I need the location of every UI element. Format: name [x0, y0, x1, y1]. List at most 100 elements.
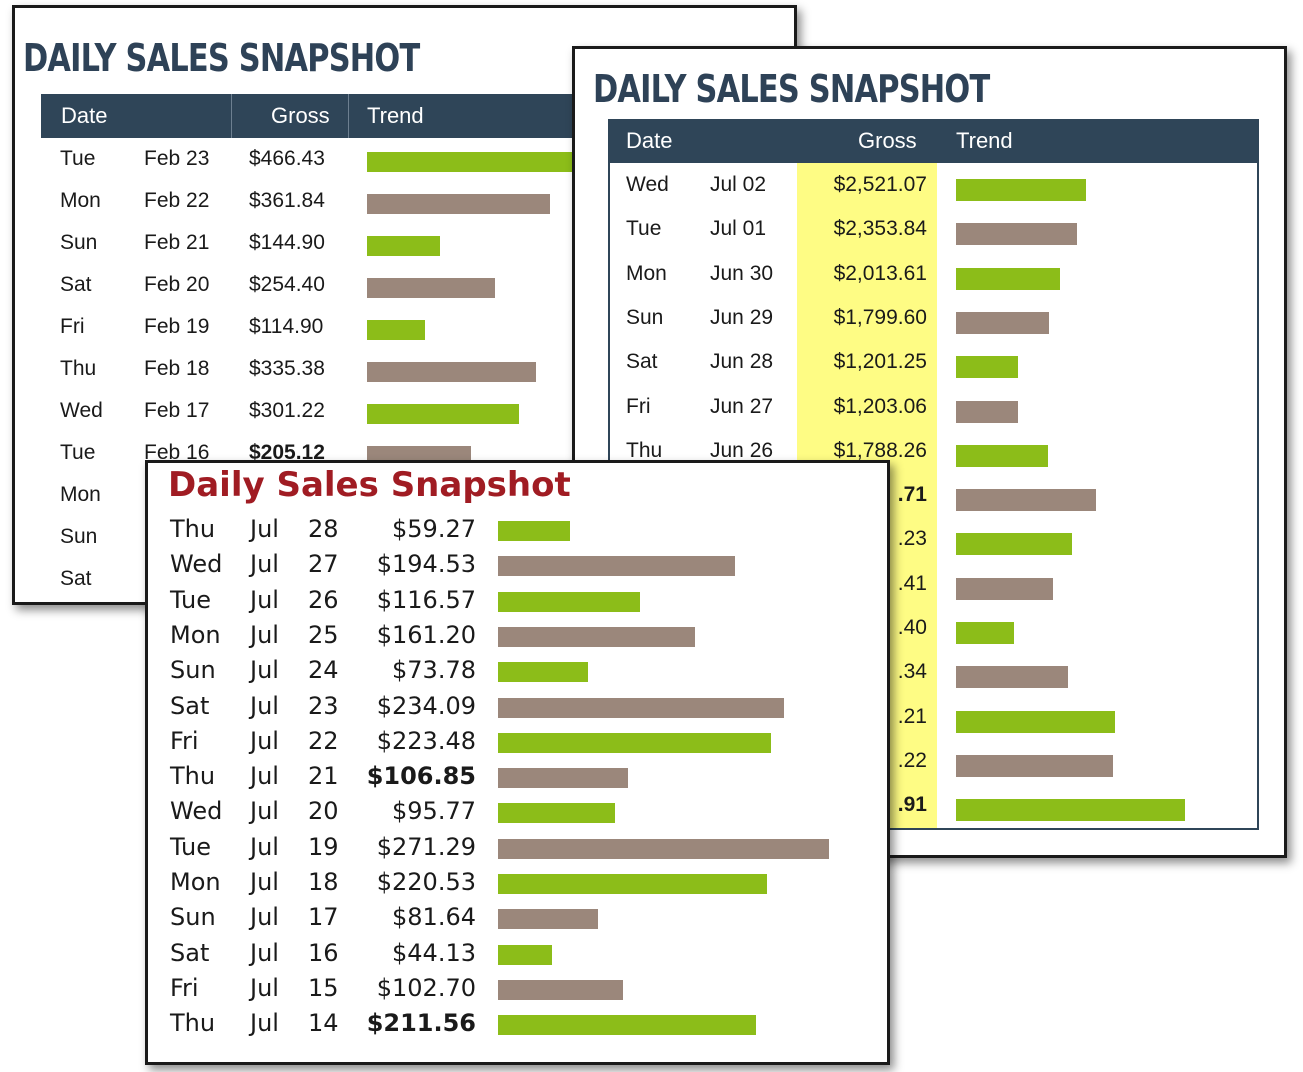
- day-label: Fri: [170, 974, 199, 1002]
- trend-bar: [956, 578, 1053, 600]
- gross-value: .22: [897, 749, 927, 772]
- gross-value: $114.90: [249, 315, 324, 338]
- trend-bar: [956, 799, 1185, 821]
- jun-table-header: Date Gross Trend: [608, 119, 1259, 163]
- day-label: Wed: [170, 797, 223, 825]
- trend-bar: [498, 980, 623, 1000]
- trend-bar: [498, 803, 615, 823]
- trend-bar: [367, 278, 495, 298]
- jun-header-gross: Gross: [858, 128, 917, 153]
- trend-bar: [956, 268, 1060, 290]
- trend-bar: [498, 627, 695, 647]
- date-label: Jun 30: [710, 262, 774, 285]
- day-label: Sun: [60, 231, 98, 254]
- month-label: Jul: [250, 727, 279, 755]
- trend-bar: [367, 404, 519, 424]
- date-label: Jun 27: [710, 395, 774, 418]
- month-label: Jul: [250, 974, 279, 1002]
- trend-bar: [498, 839, 829, 859]
- day-label: Sun: [60, 525, 98, 548]
- feb-header-trend: Trend: [367, 103, 424, 128]
- gross-value: $144.90: [249, 231, 325, 254]
- trend-bar: [956, 312, 1049, 334]
- gross-value: $44.13: [392, 939, 476, 967]
- gross-value: $95.77: [392, 797, 476, 825]
- day-number: 17: [308, 903, 339, 931]
- month-label: Jul: [250, 903, 279, 931]
- trend-bar: [498, 768, 628, 788]
- day-label: Sun: [626, 306, 664, 329]
- date-label: Jun 29: [710, 306, 774, 329]
- gross-value: $2,521.07: [833, 173, 927, 196]
- day-number: 21: [308, 762, 339, 790]
- gross-value: .21: [897, 705, 927, 728]
- day-label: Sat: [626, 350, 658, 373]
- trend-bar: [956, 711, 1115, 733]
- date-label: Jun 26: [710, 439, 774, 462]
- trend-bar: [956, 533, 1072, 555]
- day-number: 19: [308, 833, 339, 861]
- trend-bar: [956, 223, 1077, 245]
- date-label: Feb 17: [144, 399, 210, 422]
- gross-value: $211.56: [366, 1009, 476, 1037]
- day-label: Thu: [170, 1009, 216, 1037]
- gross-value: $254.40: [249, 273, 325, 296]
- gross-value: $223.48: [376, 727, 476, 755]
- day-label: Thu: [626, 439, 663, 462]
- day-label: Thu: [170, 762, 216, 790]
- gross-value: $301.22: [249, 399, 325, 422]
- day-number: 23: [308, 692, 339, 720]
- gross-value: $73.78: [392, 656, 476, 684]
- day-label: Mon: [60, 483, 101, 506]
- date-label: Jul 02: [710, 173, 767, 196]
- trend-bar: [956, 489, 1096, 511]
- day-label: Sun: [170, 656, 216, 684]
- month-label: Jul: [250, 515, 279, 543]
- day-number: 28: [308, 515, 339, 543]
- gross-value: $220.53: [376, 868, 476, 896]
- gross-value: $271.29: [376, 833, 476, 861]
- gross-value: $2,013.61: [833, 262, 927, 285]
- month-label: Jul: [250, 762, 279, 790]
- month-label: Jul: [250, 586, 279, 614]
- gross-value: $106.85: [366, 762, 476, 790]
- date-label: Feb 23: [144, 147, 210, 170]
- trend-bar: [498, 521, 570, 541]
- front-chart-title: Daily Sales Snapshot: [168, 465, 571, 505]
- gross-value: $2,353.84: [833, 217, 927, 240]
- trend-bar: [956, 356, 1018, 378]
- gross-value: $59.27: [392, 515, 476, 543]
- trend-bar: [367, 362, 536, 382]
- gross-value: $466.43: [249, 147, 325, 170]
- gross-value: $205.12: [249, 441, 325, 464]
- gross-value: $1,203.06: [833, 395, 927, 418]
- date-label: Feb 22: [144, 189, 210, 212]
- date-label: Feb 18: [144, 357, 210, 380]
- date-label: Feb 16: [144, 441, 210, 464]
- day-number: 15: [308, 974, 339, 1002]
- day-label: Wed: [170, 550, 223, 578]
- gross-value: .34: [897, 660, 927, 683]
- gross-value: .40: [897, 616, 927, 639]
- day-label: Sat: [170, 692, 210, 720]
- trend-bar: [498, 698, 784, 718]
- date-label: Feb 19: [144, 315, 210, 338]
- trend-bar: [956, 401, 1018, 423]
- trend-bar: [956, 179, 1086, 201]
- day-label: Sat: [60, 567, 92, 590]
- trend-bar: [367, 194, 550, 214]
- trend-bar: [498, 733, 771, 753]
- gross-value: .41: [897, 572, 927, 595]
- trend-bar: [956, 755, 1113, 777]
- month-label: Jul: [250, 868, 279, 896]
- day-label: Sat: [170, 939, 210, 967]
- gross-value: $335.38: [249, 357, 325, 380]
- day-label: Thu: [170, 515, 216, 543]
- day-label: Fri: [60, 315, 85, 338]
- day-label: Tue: [170, 586, 211, 614]
- date-label: Jun 28: [710, 350, 774, 373]
- day-label: Tue: [626, 217, 662, 240]
- month-label: Jul: [250, 1009, 279, 1037]
- gross-value: $161.20: [376, 621, 476, 649]
- jul-front-snapshot-card: Daily Sales Snapshot Thu Jul 28 $59.27 Wed Ju…: [145, 460, 890, 1065]
